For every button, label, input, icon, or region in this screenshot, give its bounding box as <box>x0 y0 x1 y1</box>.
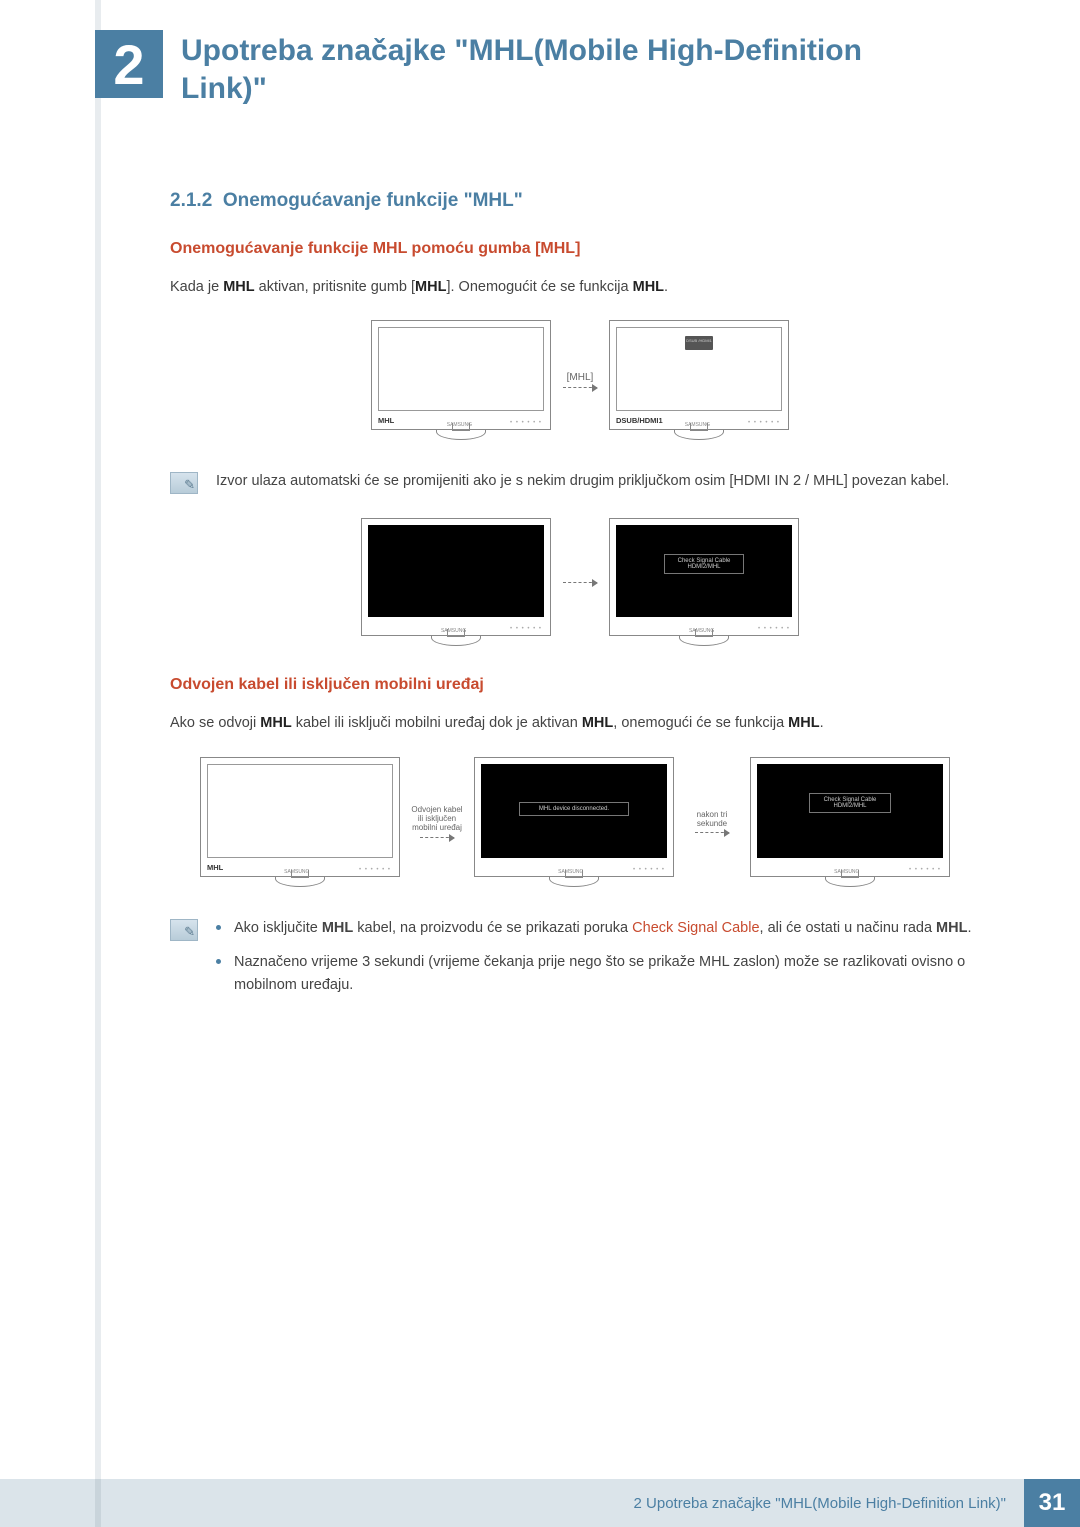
list-item: Naznačeno vrijeme 3 sekundi (vrijeme ček… <box>216 951 990 996</box>
figure-1: MHL SAMSUNG • • • • • • [MHL] DSUB /HDMI… <box>170 320 990 440</box>
page: 2 Upotreba značajke "MHL(Mobile High-Def… <box>0 0 1080 1527</box>
content-area: 2.1.2 Onemogućavanje funkcije "MHL" Onem… <box>170 190 990 1032</box>
osd-message: Check Signal Cable HDMI2/MHL <box>809 793 891 813</box>
monitor-left-2: MHL SAMSUNG • • • • • • <box>361 518 551 646</box>
monitor-a-3: MHL SAMSUNG • • • • • • <box>200 757 400 887</box>
arrow-icon <box>563 582 597 583</box>
monitor-buttons: • • • • • • <box>748 420 780 426</box>
arrow-2 <box>563 582 597 583</box>
monitor-buttons: • • • • • • <box>758 626 790 632</box>
footer: 2 Upotreba značajke "MHL(Mobile High-Def… <box>0 1479 1080 1527</box>
side-stripe <box>95 0 109 1527</box>
figure-3: MHL SAMSUNG • • • • • • Odvojen kabel il… <box>160 757 990 887</box>
footer-text: 2 Upotreba značajke "MHL(Mobile High-Def… <box>0 1479 1024 1527</box>
monitor-c-3: Check Signal Cable HDMI2/MHL MHL SAMSUNG… <box>750 757 950 887</box>
monitor-stand <box>674 430 724 440</box>
list-item: Ako isključite MHL kabel, na proizvodu ć… <box>216 917 990 939</box>
monitor-label: DSUB/HDMI1 <box>616 416 663 425</box>
monitor-stand <box>275 877 325 887</box>
monitor-stand <box>436 430 486 440</box>
arrow-3a: Odvojen kabel ili isključen mobilni uređ… <box>408 806 466 837</box>
monitor-right-1: DSUB /HDMI1 DSUB/HDMI1 SAMSUNG • • • • •… <box>609 320 789 440</box>
note-list: Ako isključite MHL kabel, na proizvodu ć… <box>216 917 990 996</box>
paragraph-1: Kada je MHL aktivan, pritisnite gumb [MH… <box>170 276 990 298</box>
section-heading: 2.1.2 Onemogućavanje funkcije "MHL" <box>170 190 990 212</box>
monitor-label: MHL <box>757 863 773 872</box>
monitor-stand <box>825 877 875 887</box>
monitor-label: MHL <box>616 622 632 631</box>
monitor-stand <box>679 636 729 646</box>
monitor-label: MHL <box>207 863 223 872</box>
figure-2: MHL SAMSUNG • • • • • • Check Signal Cab… <box>170 518 990 646</box>
monitor-left-1: MHL SAMSUNG • • • • • • <box>371 320 551 440</box>
monitor-label: MHL <box>368 622 384 631</box>
osd-indicator: DSUB /HDMI1 <box>685 336 713 350</box>
section-title: Onemogućavanje funkcije "MHL" <box>223 190 523 211</box>
arrow-icon <box>563 387 597 388</box>
note-2: Ako isključite MHL kabel, na proizvodu ć… <box>170 917 990 1008</box>
monitor-buttons: • • • • • • <box>510 626 542 632</box>
section-number: 2.1.2 <box>170 190 212 211</box>
note-icon <box>170 472 198 494</box>
paragraph-2: Ako se odvoji MHL kabel ili isključi mob… <box>170 712 990 734</box>
monitor-buttons: • • • • • • <box>633 867 665 873</box>
footer-stripe <box>95 1479 109 1527</box>
note-1: Izvor ulaza automatski će se promijeniti… <box>170 470 990 494</box>
osd-message: Check Signal Cable HDMI2/MHL <box>664 554 744 574</box>
monitor-buttons: • • • • • • <box>359 867 391 873</box>
highlight-text: Check Signal Cable <box>632 920 759 936</box>
arrow-label: Odvojen kabel ili isključen mobilni uređ… <box>408 806 466 832</box>
subheading-1: Onemogućavanje funkcije MHL pomoću gumba… <box>170 240 990 258</box>
monitor-buttons: • • • • • • <box>510 420 542 426</box>
monitor-right-2: Check Signal Cable HDMI2/MHL MHL SAMSUNG… <box>609 518 799 646</box>
arrow-1: [MHL] <box>563 372 597 388</box>
monitor-stand <box>431 636 481 646</box>
page-number: 31 <box>1024 1479 1080 1527</box>
subheading-2: Odvojen kabel ili isključen mobilni uređ… <box>170 676 990 694</box>
arrow-icon <box>695 832 729 833</box>
chapter-header: 2 Upotreba značajke "MHL(Mobile High-Def… <box>95 30 941 107</box>
note-text: Izvor ulaza automatski će se promijeniti… <box>216 470 990 494</box>
monitor-buttons: • • • • • • <box>909 867 941 873</box>
chapter-title: Upotreba značajke "MHL(Mobile High-Defin… <box>181 30 941 107</box>
monitor-label: MHL <box>378 416 394 425</box>
chapter-number-badge: 2 <box>95 30 163 98</box>
arrow-label: nakon tri sekunde <box>682 810 742 828</box>
monitor-b-3: MHL device disconnected. SAMSUNG • • • •… <box>474 757 674 887</box>
arrow-3b: nakon tri sekunde <box>682 810 742 833</box>
arrow-icon <box>420 837 454 838</box>
osd-message: MHL device disconnected. <box>519 802 629 816</box>
monitor-stand <box>549 877 599 887</box>
note-icon <box>170 919 198 941</box>
arrow-label: [MHL] <box>567 372 594 383</box>
